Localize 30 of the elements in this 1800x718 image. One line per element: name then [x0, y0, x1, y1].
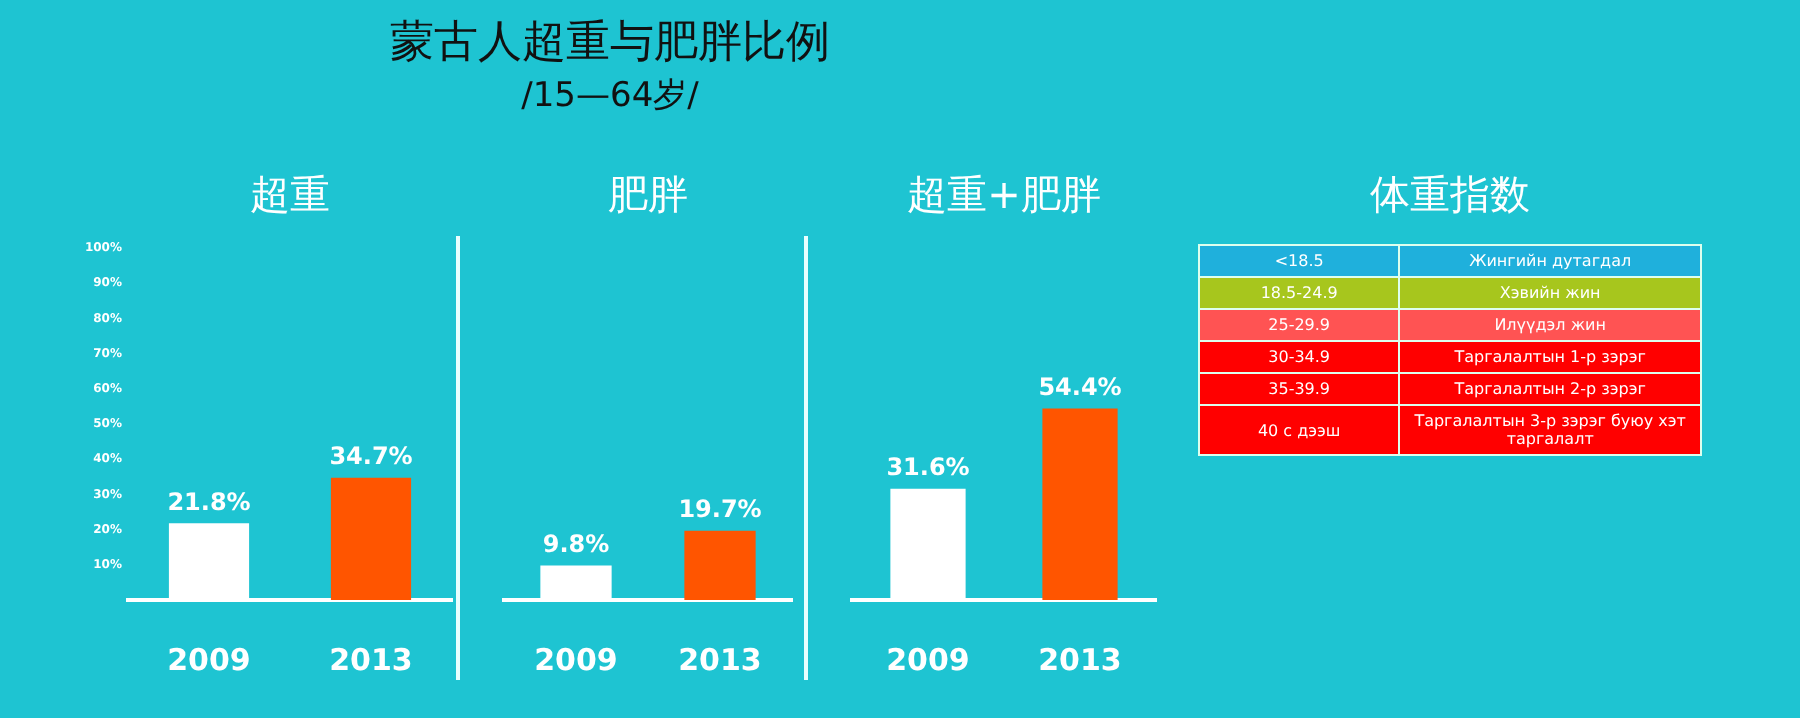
text: Таргалалтын 2-р зэрэг — [1399, 373, 1701, 405]
data-label: 19.7% — [678, 494, 762, 523]
data-label: 34.7% — [329, 442, 413, 471]
text: Таргалалтын 1-р зэрэг — [1399, 341, 1701, 373]
chart-title: 超重+肥胖 — [905, 168, 1103, 222]
text: Хэвийн жин — [1399, 277, 1701, 309]
data-label: 31.6% — [886, 453, 970, 482]
chart-title: 肥胖 — [606, 168, 690, 222]
text: 体重指数 — [1368, 168, 1532, 222]
text: 18.5-24.9 — [1199, 277, 1400, 309]
text: 25-29.9 — [1199, 309, 1400, 341]
x-tick-label: 2009 — [534, 641, 618, 678]
x-tick-label: 2013 — [1038, 641, 1122, 678]
text: <18.5 — [1199, 245, 1400, 277]
text: 30-34.9 — [1199, 341, 1400, 373]
data-label: 9.8% — [542, 529, 610, 558]
x-tick-label: 2009 — [167, 641, 251, 678]
text: /15—64岁/ — [519, 74, 701, 118]
text: 40 с дээш — [1199, 405, 1400, 455]
x-tick-label: 2009 — [886, 641, 970, 678]
text: Таргалалтын 3-р зэрэг буюу хэт таргалалт — [1399, 405, 1701, 455]
text: 35-39.9 — [1199, 373, 1400, 405]
x-tick-label: 2013 — [329, 641, 413, 678]
text: 蒙古人超重与肥胖比例 — [388, 16, 832, 72]
chart-title: 超重 — [248, 168, 332, 222]
text: Илүүдэл жин — [1399, 309, 1701, 341]
x-tick-label: 2013 — [678, 641, 762, 678]
text: Жингийн дутагдал — [1399, 245, 1701, 277]
data-label: 21.8% — [167, 487, 251, 516]
data-label: 54.4% — [1038, 372, 1122, 401]
